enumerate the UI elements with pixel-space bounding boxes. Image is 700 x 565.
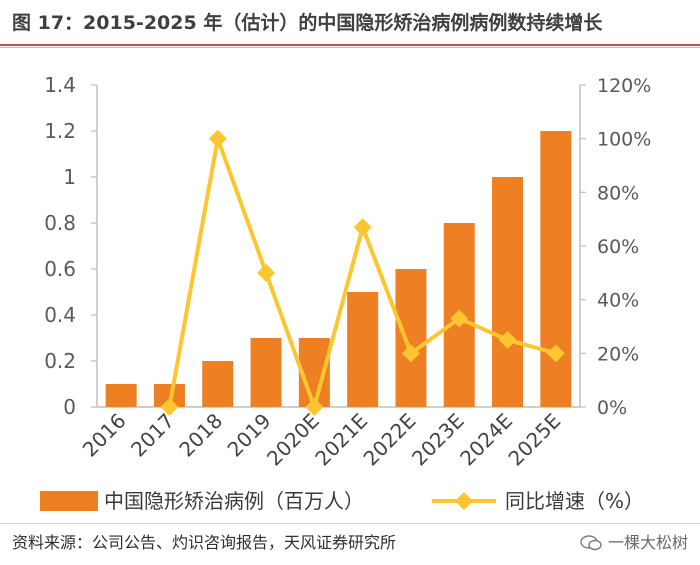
left-tick-label: 1 [63,165,76,189]
line-series [160,129,565,416]
title-rule [0,44,700,46]
bar [105,384,137,407]
category-label: 2018 [174,409,227,462]
left-tick-label: 0.2 [44,349,76,373]
category-label: 2017 [126,409,179,462]
right-tick-label: 100% [597,129,651,151]
line-point [257,263,276,282]
watermark-text: 一棵大松树 [607,533,688,552]
legend-line-marker [455,492,473,510]
title-rule-light [0,47,700,48]
category-label: 2023E [407,409,469,471]
left-tick-label: 0.6 [44,257,76,281]
left-tick-label: 0 [63,395,76,419]
right-tick-label: 40% [597,290,639,312]
right-tick-label: 60% [597,236,639,258]
line-point [498,330,517,349]
right-tick-label: 120% [597,75,651,97]
category-label: 2022E [359,409,421,471]
wechat-icon [580,535,602,551]
legend-bar-swatch [40,491,98,511]
line-point [305,398,324,416]
bar [347,292,379,407]
right-tick-label: 80% [597,182,639,204]
legend-line-label: 同比增速（%） [505,489,644,513]
chart: 0 0.2 0.4 0.6 0.8 1 1.2 1.4 0% 20% 40% 60% 80% 100% 12… [40,73,651,513]
legend-bar-label: 中国隐形矫治病例（百万人） [104,489,364,513]
bar [153,384,185,407]
bar [540,131,572,407]
source-rule [0,523,700,524]
bar [202,361,234,407]
right-tick-label: 20% [597,343,639,365]
bar [395,269,427,407]
bar-series [105,131,572,407]
right-tick-label: 0% [597,397,627,419]
figure-title: 图 17：2015-2025 年（估计）的中国隐形矫治病例病例数持续增长 [12,12,603,34]
left-tick-label: 1.4 [44,73,76,97]
bar [250,338,282,407]
legend: 中国隐形矫治病例（百万人） 同比增速（%） [40,489,644,513]
line-point [450,309,469,328]
line-point [160,398,179,416]
category-label: 2020E [262,409,324,471]
category-label: 2021E [310,409,372,471]
category-label: 2024E [455,409,517,471]
category-label: 2025E [503,409,565,471]
line-point [546,344,565,363]
left-tick-label: 0.8 [44,211,76,235]
source-note: 资料来源：公司公告、灼识咨询报告，天风证券研究所 [12,533,397,552]
left-tick-label: 1.2 [44,119,76,143]
line-point [353,218,372,237]
left-tick-label: 0.4 [44,303,76,327]
line-point [401,344,420,363]
category-label: 2016 [78,409,131,462]
watermark: 一棵大松树 [580,528,688,558]
line-point [208,129,227,148]
bar [492,177,524,407]
